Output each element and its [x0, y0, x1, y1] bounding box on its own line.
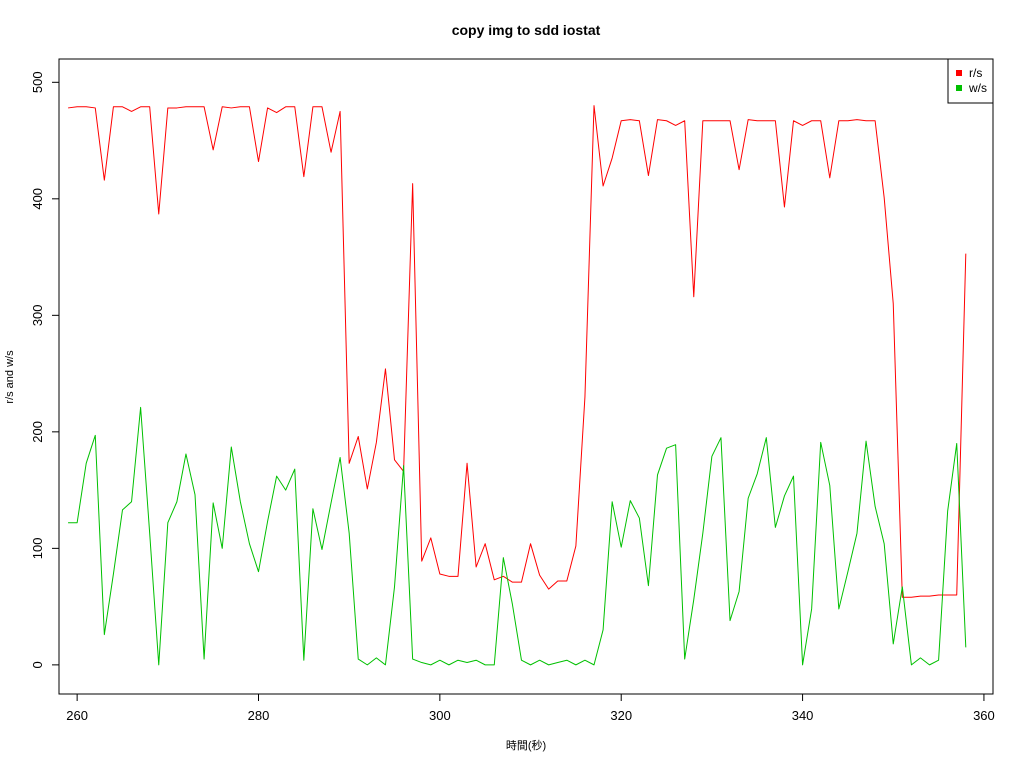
x-tick-label: 260 — [66, 708, 88, 723]
plot-frame — [58, 58, 994, 695]
y-tick-label: 500 — [30, 71, 45, 93]
legend-box — [947, 58, 994, 104]
y-tick-label: 400 — [30, 188, 45, 210]
y-tick-label: 300 — [30, 304, 45, 326]
series-line-w-s — [68, 406, 967, 666]
x-axis-label: 時間(秒) — [506, 738, 546, 752]
y-tick-label: 0 — [30, 661, 45, 668]
legend-swatch — [956, 70, 962, 76]
legend: r/sw/s — [947, 58, 994, 104]
x-tick-label: 360 — [973, 708, 995, 723]
x-tick-label: 280 — [248, 708, 270, 723]
chart-title: copy img to sdd iostat — [452, 22, 601, 38]
y-axis: 0 100 200 300 400 500 — [30, 71, 60, 668]
y-tick-label: 100 — [30, 538, 45, 560]
series-lines — [68, 105, 967, 666]
x-tick-label: 340 — [792, 708, 814, 723]
x-tick-label: 300 — [429, 708, 451, 723]
series-line-r-s — [68, 105, 967, 598]
y-tick-label: 200 — [30, 421, 45, 443]
legend-swatch — [956, 85, 962, 91]
legend-label: r/s — [969, 66, 982, 80]
x-tick-label: 320 — [610, 708, 632, 723]
x-axis: 260 280 300 320 340 360 — [66, 693, 995, 723]
legend-label: w/s — [968, 81, 987, 95]
y-axis-label: r/s and w/s — [4, 350, 16, 404]
